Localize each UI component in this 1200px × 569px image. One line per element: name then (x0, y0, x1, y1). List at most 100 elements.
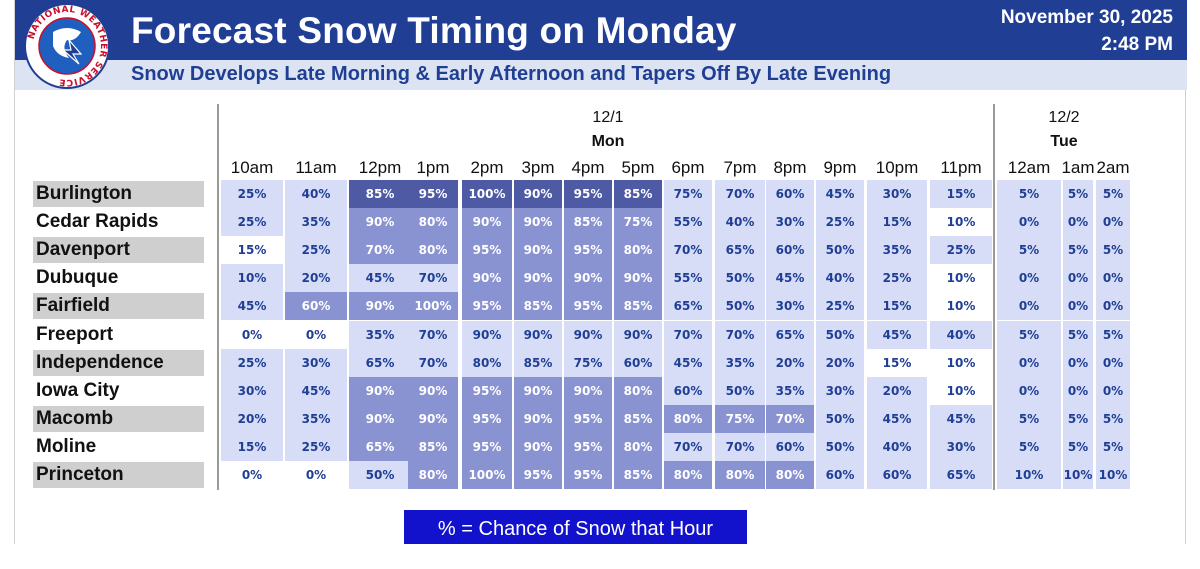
probability-cell: 0% (1096, 348, 1130, 377)
probability-cell: 70% (664, 236, 712, 265)
probability-cell: 25% (221, 180, 283, 208)
hour-header: 8pm (773, 158, 807, 177)
probability-cell: 70% (349, 236, 411, 265)
probability-cell: 90% (564, 376, 612, 405)
probability-cell: 45% (349, 264, 411, 293)
probability-cell: 95% (462, 236, 512, 265)
probability-cell: 0% (285, 461, 347, 489)
probability-cell: 70% (664, 320, 712, 349)
probability-cell: 45% (664, 348, 712, 377)
probability-cell: 40% (816, 264, 864, 293)
probability-cell: 85% (614, 180, 662, 208)
probability-cell: 5% (997, 432, 1061, 461)
probability-cell: 95% (564, 180, 612, 208)
probability-cell: 25% (930, 236, 992, 265)
probability-cell: 90% (462, 264, 512, 293)
issue-date: November 30, 2025 (1000, 7, 1173, 28)
probability-cell: 80% (614, 376, 662, 405)
probability-cell: 5% (1063, 236, 1093, 265)
probability-cell: 30% (221, 376, 283, 405)
probability-cell: 35% (715, 348, 765, 377)
probability-cell: 30% (766, 208, 814, 237)
probability-cell: 20% (867, 376, 927, 405)
city-name: Independence (33, 349, 204, 376)
probability-cell: 0% (997, 264, 1061, 293)
probability-cell: 70% (664, 432, 712, 461)
probability-cell: 10% (221, 264, 283, 293)
probability-cell: 95% (564, 404, 612, 433)
hour-header: 7pm (723, 158, 757, 177)
probability-cell: 15% (221, 432, 283, 461)
probability-cell: 100% (462, 461, 512, 489)
probability-cell: 0% (1063, 376, 1093, 405)
probability-cell: 85% (514, 348, 562, 377)
probability-cell: 60% (664, 376, 712, 405)
probability-cell: 50% (816, 236, 864, 265)
nws-logo-icon: NATIONAL WEATHER SERVICE (24, 3, 110, 89)
probability-cell: 90% (564, 264, 612, 293)
probability-cell: 90% (614, 264, 662, 293)
probability-cell: 0% (221, 320, 283, 349)
probability-cell: 80% (614, 236, 662, 265)
probability-cell: 85% (514, 292, 562, 321)
probability-cell: 80% (766, 461, 814, 489)
hour-header: 10pm (875, 158, 919, 177)
probability-cell: 45% (930, 404, 992, 433)
probability-cell: 5% (1063, 432, 1093, 461)
probability-cell: 80% (408, 461, 458, 489)
probability-cell: 35% (766, 376, 814, 405)
probability-cell: 15% (930, 180, 992, 208)
probability-cell: 10% (997, 461, 1061, 489)
probability-cell: 85% (614, 292, 662, 321)
probability-cell: 5% (1096, 320, 1130, 349)
day-date-mon: 12/1 (592, 109, 624, 126)
header-bar: Forecast Snow Timing on Monday November … (15, 0, 1187, 60)
probability-cell: 90% (564, 320, 612, 349)
probability-cell: 95% (564, 432, 612, 461)
probability-cell: 95% (462, 292, 512, 321)
city-name: Macomb (33, 405, 204, 432)
probability-cell: 5% (997, 404, 1061, 433)
probability-cell: 80% (408, 236, 458, 265)
probability-cell: 0% (221, 461, 283, 489)
probability-cell: 60% (816, 461, 864, 489)
probability-cell: 90% (349, 208, 411, 237)
probability-cell: 15% (867, 292, 927, 321)
probability-cell: 50% (816, 320, 864, 349)
probability-cell: 10% (930, 264, 992, 293)
probability-cell: 5% (1063, 320, 1093, 349)
probability-cell: 20% (221, 404, 283, 433)
probability-cell: 70% (715, 320, 765, 349)
probability-cell: 0% (1096, 292, 1130, 321)
probability-cell: 95% (408, 180, 458, 208)
city-name: Burlington (33, 181, 204, 207)
probability-cell: 0% (997, 348, 1061, 377)
probability-cell: 70% (408, 348, 458, 377)
probability-cell: 45% (867, 320, 927, 349)
probability-cell: 90% (514, 320, 562, 349)
probability-cell: 30% (816, 376, 864, 405)
probability-cell: 60% (766, 432, 814, 461)
probability-cell: 90% (349, 404, 411, 433)
probability-cell: 0% (1063, 348, 1093, 377)
probability-cell: 85% (564, 208, 612, 237)
probability-cell: 90% (514, 264, 562, 293)
probability-cell: 65% (930, 461, 992, 489)
city-name: Cedar Rapids (36, 211, 159, 233)
probability-cell: 50% (715, 376, 765, 405)
probability-cell: 5% (997, 320, 1061, 349)
probability-cell: 90% (514, 236, 562, 265)
probability-cell: 5% (1096, 180, 1130, 208)
probability-cell: 10% (930, 348, 992, 377)
probability-cell: 65% (664, 292, 712, 321)
probability-cell: 90% (514, 376, 562, 405)
day-name-tue: Tue (1050, 133, 1078, 150)
probability-cell: 45% (816, 180, 864, 208)
hour-header: 11am (295, 158, 337, 177)
legend: % = Chance of Snow that Hour (404, 510, 747, 544)
probability-cell: 65% (349, 348, 411, 377)
probability-cell: 80% (614, 432, 662, 461)
probability-cell: 90% (514, 180, 562, 208)
table-left-divider (217, 104, 219, 490)
probability-cell: 70% (766, 404, 814, 433)
